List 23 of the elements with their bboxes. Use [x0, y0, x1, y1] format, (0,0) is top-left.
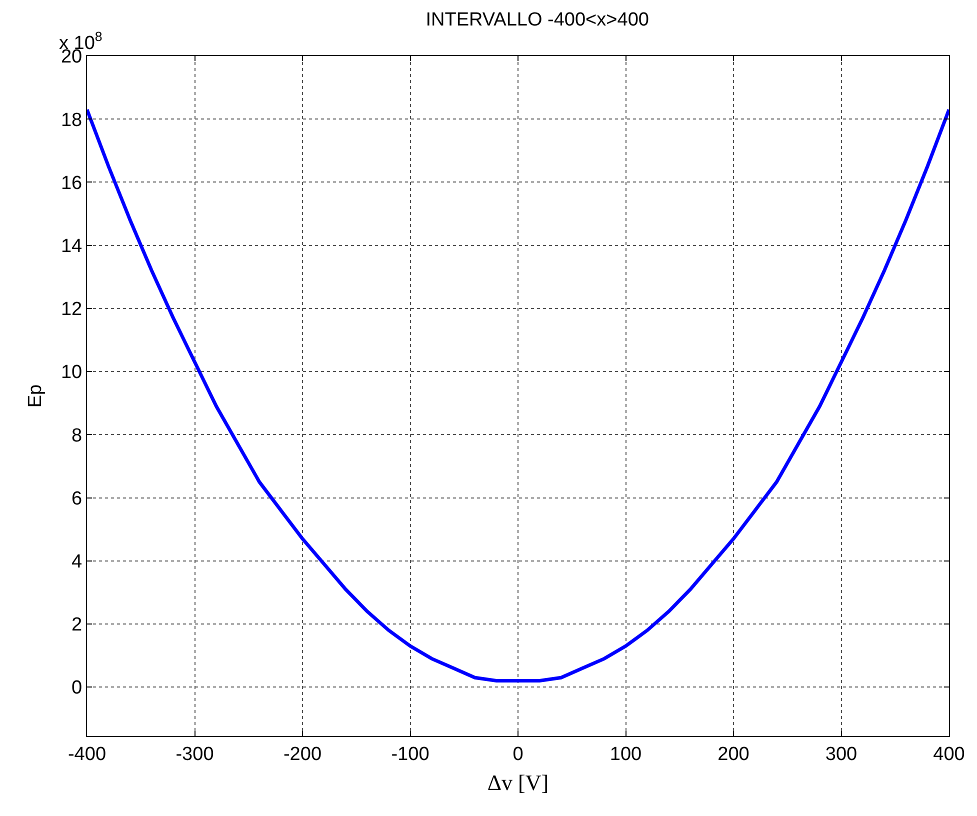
y-tick-label: 2: [72, 614, 82, 636]
y-tick-label: 18: [60, 110, 82, 131]
y-tick-label: 16: [60, 172, 82, 194]
x-tick-label: 100: [610, 744, 642, 765]
x-tick-label: 0: [512, 744, 524, 765]
y-tick-label: 14: [60, 236, 83, 257]
x-tick-label: 300: [825, 744, 858, 765]
x-tick-label: -100: [391, 744, 430, 765]
x-tick-label: 400: [933, 744, 965, 765]
y-tick-label: 12: [60, 299, 82, 320]
x-axis-title: Δv [V]: [487, 770, 549, 795]
y-tick-label: 4: [72, 552, 83, 573]
x-tick-label: 200: [718, 744, 750, 765]
y-tick-label: 0: [72, 678, 82, 699]
y-tick-label: 10: [60, 362, 82, 384]
y-tick-label: 8: [72, 425, 82, 446]
chart-title: INTERVALLO -400<x>400: [426, 10, 649, 31]
y-tick-label: 6: [72, 488, 82, 510]
x-tick-label: -300: [176, 744, 214, 765]
x-tick-label: -400: [68, 744, 106, 765]
line-series: [87, 108, 949, 683]
x-tick-label: -200: [283, 744, 322, 765]
y-axis-title: Ep: [24, 384, 46, 408]
